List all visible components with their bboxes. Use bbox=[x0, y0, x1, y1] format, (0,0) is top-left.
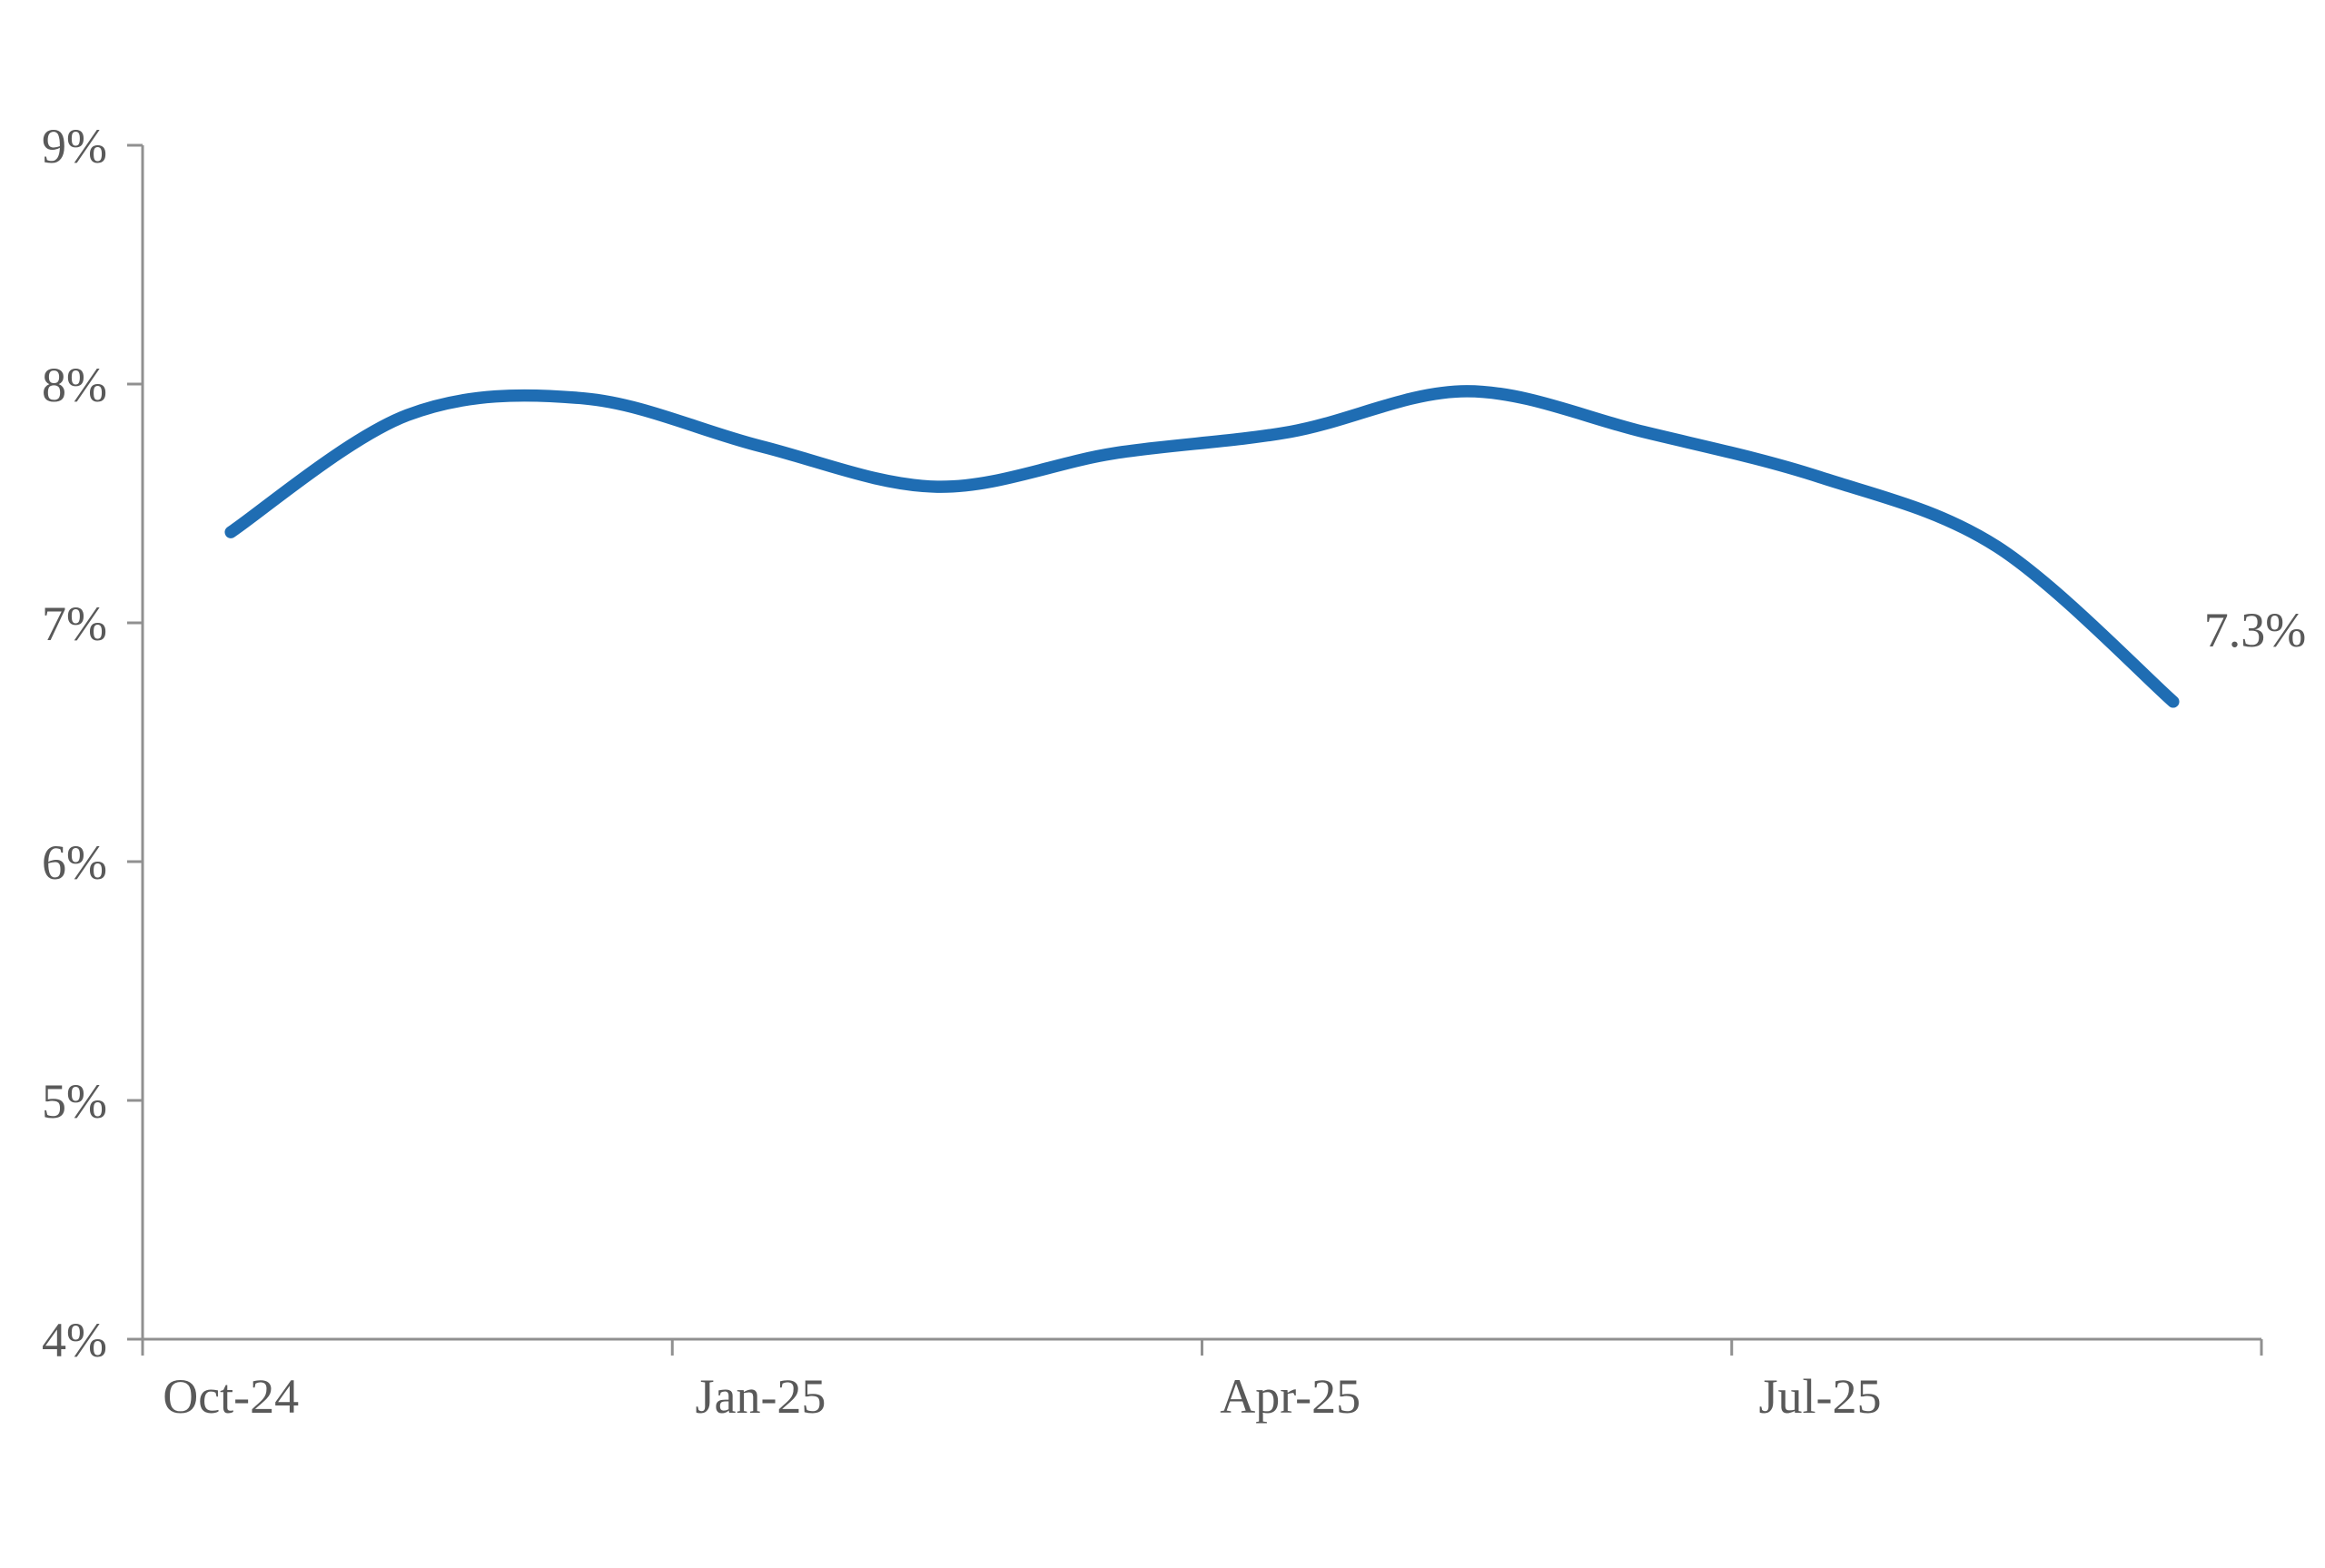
x-tick-label: Jan-25 bbox=[695, 1369, 826, 1424]
ticks-layer bbox=[127, 143, 2263, 1356]
series-layer bbox=[224, 385, 2180, 708]
y-tick-label: 5% bbox=[42, 1074, 107, 1129]
y-tick-label: 6% bbox=[42, 835, 107, 890]
y-tick-label: 8% bbox=[42, 358, 107, 412]
series-line bbox=[224, 385, 2180, 708]
end-value-label: 7.3% bbox=[2204, 603, 2306, 657]
y-tick-label: 9% bbox=[42, 119, 107, 173]
x-tick-label: Oct-24 bbox=[163, 1369, 299, 1424]
y-tick-label: 4% bbox=[42, 1313, 107, 1367]
x-tick-label: Jul-25 bbox=[1758, 1369, 1881, 1424]
y-tick-label: 7% bbox=[42, 597, 107, 651]
tick-labels-layer: 4% 5% 6% 7% 8% 9% Oct-24 Jan-25 Apr-25 Jul-25 bbox=[42, 119, 1881, 1424]
x-tick-label: Apr-25 bbox=[1220, 1369, 1360, 1424]
axes-layer bbox=[141, 145, 2261, 1341]
